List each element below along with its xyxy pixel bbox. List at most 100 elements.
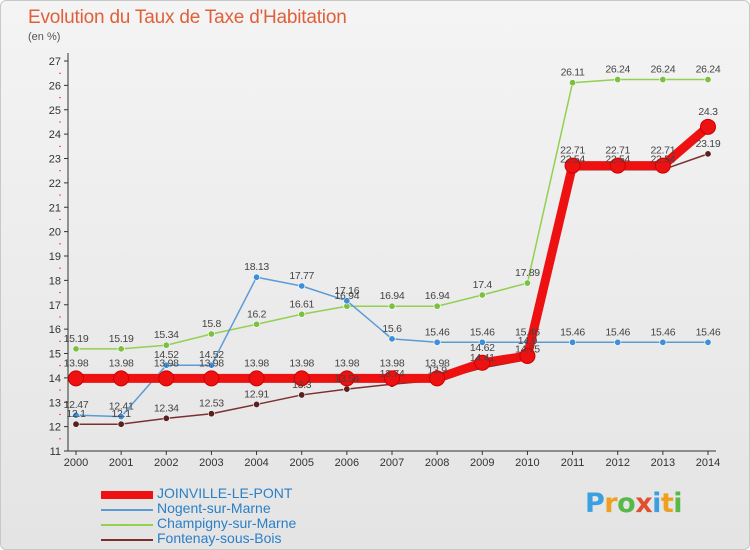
y-tick-label: 25 — [49, 105, 61, 117]
brand-letter: i — [652, 488, 661, 519]
data-point-champigny — [569, 79, 577, 87]
data-label-champigny: 16.94 — [425, 290, 450, 302]
data-label-joinville: 13.98 — [425, 357, 450, 369]
brand-letter: r — [604, 488, 618, 519]
data-point-nogent — [298, 282, 306, 290]
legend-swatch-nogent — [101, 509, 153, 511]
data-point-champigny — [253, 320, 261, 328]
legend-swatch-fontenay — [101, 539, 153, 541]
y-tick-label: 11 — [50, 446, 61, 458]
data-point-champigny — [433, 302, 441, 310]
data-point-fontenay — [162, 414, 170, 422]
x-tick-label: 2013 — [651, 457, 675, 469]
data-label-champigny: 15.19 — [64, 333, 89, 345]
brand-letter: t — [660, 488, 674, 519]
data-point-fontenay — [117, 420, 125, 428]
data-label-champigny: 26.24 — [650, 64, 675, 76]
data-point-champigny — [614, 76, 622, 84]
data-label-nogent: 15.46 — [425, 326, 450, 338]
x-tick-label: 2009 — [470, 457, 494, 469]
legend-label-nogent: Nogent-sur-Marne — [157, 500, 271, 516]
data-point-champigny — [388, 302, 396, 310]
data-point-nogent — [117, 413, 125, 421]
data-point-champigny — [523, 279, 531, 287]
legend-label-champigny: Champigny-sur-Marne — [157, 515, 297, 531]
data-label-champigny: 16.2 — [247, 308, 267, 320]
data-point-nogent — [569, 338, 577, 346]
y-tick-label: 22 — [49, 178, 61, 190]
data-point-joinville — [384, 370, 400, 387]
data-point-nogent — [207, 361, 215, 369]
x-tick-label: 2010 — [515, 457, 539, 469]
data-label-champigny: 26.24 — [696, 64, 721, 76]
data-label-fontenay: 14.75 — [515, 344, 540, 356]
data-point-champigny — [72, 345, 80, 353]
y-tick-label: 23 — [49, 154, 61, 166]
data-point-champigny — [162, 341, 170, 349]
data-label-nogent: 14.52 — [199, 349, 224, 361]
legend-swatch-champigny — [101, 524, 153, 526]
brand-logo: Proxiti — [585, 488, 683, 519]
x-tick-label: 2014 — [696, 457, 720, 469]
data-point-nogent — [659, 338, 667, 346]
data-label-nogent: 17.77 — [289, 270, 314, 282]
x-tick-label: 2005 — [289, 457, 313, 469]
data-label-nogent: 15.46 — [560, 326, 585, 338]
data-label-champigny: 15.34 — [154, 329, 179, 341]
data-label-champigny: 16.61 — [289, 298, 314, 310]
data-point-nogent — [388, 335, 396, 343]
y-tick-label: 19 — [49, 251, 61, 263]
x-tick-label: 2011 — [561, 457, 585, 469]
data-point-joinville — [700, 118, 716, 135]
data-label-champigny: 15.8 — [202, 318, 222, 330]
data-point-champigny — [207, 330, 215, 338]
brand-letter: P — [585, 488, 605, 519]
data-label-nogent: 14.52 — [154, 349, 179, 361]
x-tick-label: 2001 — [109, 457, 133, 469]
data-point-joinville — [519, 347, 536, 364]
data-point-fontenay — [704, 150, 712, 158]
data-label-fontenay: 13.9 — [428, 364, 448, 376]
brand-letter: x — [635, 488, 653, 519]
data-point-joinville — [564, 157, 581, 174]
y-tick-label: 26 — [49, 80, 61, 92]
data-point-joinville — [113, 370, 130, 387]
data-label-fontenay: 12.53 — [199, 398, 224, 410]
data-label-fontenay: 22.54 — [650, 154, 675, 166]
y-tick-label: 12 — [49, 422, 61, 434]
y-tick-label: 18 — [49, 275, 61, 287]
data-label-joinville: 14.9 — [518, 335, 538, 347]
data-point-joinville — [429, 370, 446, 387]
data-label-joinville: 13.98 — [289, 357, 314, 369]
data-point-joinville — [654, 157, 671, 174]
data-point-champigny — [298, 310, 306, 318]
x-tick-label: 2007 — [380, 457, 404, 469]
data-label-fontenay: 12.34 — [154, 402, 179, 414]
data-label-champigny: 16.94 — [380, 290, 405, 302]
x-tick-label: 2006 — [335, 457, 359, 469]
data-label-joinville: 24.3 — [698, 106, 718, 118]
data-label-nogent: 12.41 — [109, 401, 134, 413]
data-label-fontenay: 23.19 — [696, 138, 721, 150]
y-tick-label: 17 — [49, 300, 61, 312]
data-point-fontenay — [72, 420, 80, 428]
data-label-fontenay: 13.74 — [380, 368, 405, 380]
data-label-nogent: 12.47 — [64, 399, 89, 411]
x-tick-label: 2003 — [199, 457, 223, 469]
data-label-fontenay: 14.41 — [470, 352, 495, 364]
data-point-fontenay — [298, 391, 306, 399]
x-tick-label: 2012 — [605, 457, 629, 469]
legend-swatch-joinville — [101, 491, 153, 499]
data-label-fontenay: 22.54 — [560, 154, 585, 166]
data-point-nogent — [704, 338, 712, 346]
data-label-joinville: 22.71 — [560, 145, 585, 157]
data-label-champigny: 26.11 — [561, 67, 585, 79]
chart-title: Evolution du Taux de Taxe d'Habitation — [28, 7, 347, 28]
data-label-joinville: 22.71 — [650, 145, 675, 157]
data-point-joinville — [293, 370, 310, 387]
brand-letter: i — [673, 488, 683, 519]
data-point-nogent — [433, 338, 441, 346]
data-label-fontenay: 22.54 — [605, 154, 630, 166]
data-point-fontenay — [253, 400, 261, 408]
data-point-nogent — [614, 338, 622, 346]
